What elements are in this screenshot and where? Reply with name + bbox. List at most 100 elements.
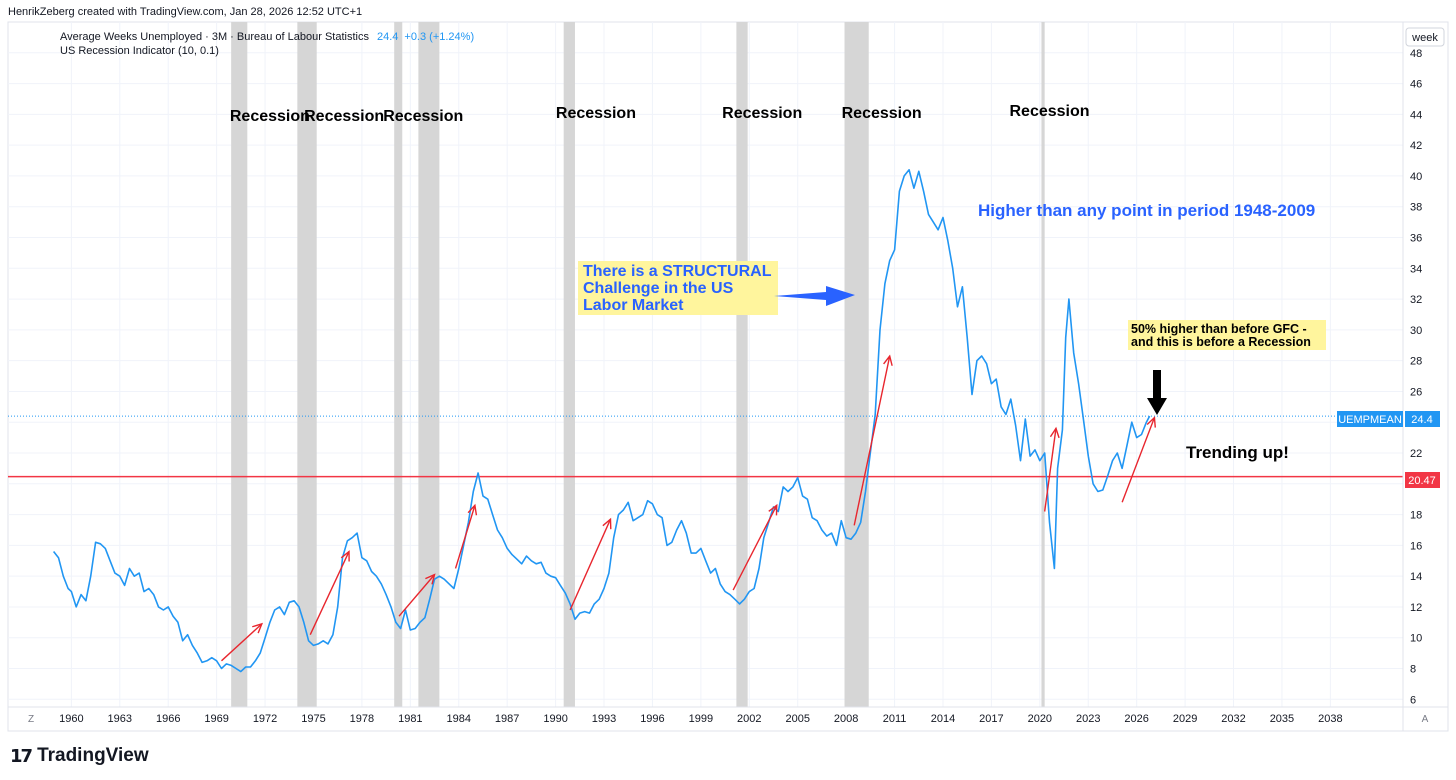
red-level-label: 20.47: [1408, 475, 1436, 487]
y-tick-label: 6: [1410, 694, 1416, 706]
x-tick-label: 1987: [495, 713, 519, 725]
trend-arrow: [309, 551, 350, 635]
series-layer: [52, 169, 1151, 673]
last-value-tag: [1405, 411, 1440, 427]
x-axis[interactable]: 1960 1963 1966 1969 1972 1975 1978 1981 1984 1987…: [59, 713, 1342, 725]
recession-label: Recession: [722, 105, 802, 122]
y-tick-label: 40: [1410, 171, 1422, 183]
x-tick-label: 2035: [1270, 713, 1294, 725]
trend-arrowhead: [883, 354, 893, 366]
level-lines: [8, 415, 1403, 478]
gfc-line-1: 50% higher than before GFC -: [1131, 322, 1307, 336]
legend-indicator[interactable]: US Recession Indicator (10, 0.1): [60, 45, 219, 57]
higher-annotation: Higher than any point in period 1948-200…: [978, 201, 1315, 220]
structural-line-2: Challenge in the US: [583, 280, 734, 297]
x-tick-label: 2017: [979, 713, 1003, 725]
recession-label: Recession: [304, 108, 384, 125]
last-value-label: 24.4: [1411, 414, 1432, 426]
y-tick-label: 44: [1410, 109, 1422, 121]
x-tick-label: 2014: [931, 713, 955, 725]
series-name-tag: [1337, 411, 1403, 427]
x-tick-label: 1981: [398, 713, 422, 725]
trend-arrows: [221, 354, 1156, 662]
structural-highlight: [578, 261, 778, 315]
trend-arrowhead: [252, 622, 264, 634]
red-level-tag[interactable]: 20.47: [1405, 472, 1440, 488]
y-tick-label: 28: [1410, 356, 1422, 368]
red-level-tag-bg: [1405, 472, 1440, 488]
y-tick-label: 22: [1410, 448, 1422, 460]
y-tick-label: 14: [1410, 571, 1422, 583]
x-tick-label: 2005: [785, 713, 809, 725]
last-price-tag[interactable]: UEMPMEAN 24.4: [1337, 411, 1440, 427]
recession-band: [231, 22, 248, 707]
recession-band: [297, 22, 317, 707]
unit-label: week: [1411, 32, 1438, 44]
trend-arrowhead: [1049, 426, 1060, 439]
gfc-annotation: 50% higher than before GFC - and this is…: [1128, 320, 1326, 350]
y-tick-label: 48: [1410, 48, 1422, 60]
y-axis[interactable]: 6810121416182022242628303234363840424446…: [1410, 48, 1422, 707]
trend-arrowhead: [602, 517, 612, 530]
x-tick-label: 2026: [1124, 713, 1148, 725]
legend-series[interactable]: Average Weeks Unemployed · 3M · Bureau o…: [60, 31, 474, 43]
recession-band: [418, 22, 440, 707]
x-tick-label: 1990: [543, 713, 567, 725]
x-tick-label: 1993: [592, 713, 616, 725]
legend-title: Average Weeks Unemployed · 3M · Bureau o…: [60, 31, 369, 43]
trend-arrow: [398, 574, 436, 617]
axis-corner-right[interactable]: A: [1422, 714, 1429, 725]
x-tick-label: 1963: [108, 713, 132, 725]
trend-arrow: [221, 623, 263, 662]
recession-band: [844, 22, 869, 707]
trending-annotation: Trending up!: [1186, 443, 1289, 462]
axis-corner-left[interactable]: Z: [28, 714, 34, 725]
trend-arrow: [454, 505, 476, 569]
x-tick-label: 1972: [253, 713, 277, 725]
structural-line-3: Labor Market: [583, 297, 684, 314]
brand-name: TradingView: [37, 745, 149, 766]
gfc-highlight: [1128, 320, 1326, 350]
y-tick-label: 8: [1410, 664, 1416, 676]
footer-brand[interactable]: 𝟭𝟳 TradingView: [10, 744, 149, 768]
x-tick-label: 1999: [689, 713, 713, 725]
recession-label: Recession: [1009, 103, 1089, 120]
x-tick-label: 2032: [1221, 713, 1245, 725]
recession-label: Recession: [383, 108, 463, 125]
recession-band: [1041, 22, 1045, 707]
y-tick-label: 30: [1410, 325, 1422, 337]
x-tick-label: 1966: [156, 713, 180, 725]
unit-box[interactable]: [1405, 27, 1445, 47]
series-name-label: UEMPMEAN: [1338, 414, 1402, 426]
trend-arrowhead: [425, 573, 436, 585]
trend-arrowhead: [768, 503, 778, 516]
structural-arrow: [774, 286, 855, 306]
trend-arrowhead: [1146, 416, 1156, 428]
y-tick-label: 16: [1410, 540, 1422, 552]
trend-arrow: [1043, 428, 1057, 512]
recession-label: Recession: [842, 105, 922, 122]
x-tick-label: 2011: [883, 713, 907, 725]
trend-arrow: [569, 518, 612, 611]
x-tick-label: 2038: [1318, 713, 1342, 725]
recession-label: Recession: [230, 108, 310, 125]
y-tick-label: 18: [1410, 510, 1422, 522]
x-tick-label: 1960: [59, 713, 83, 725]
structural-line-1: There is a STRUCTURAL: [583, 263, 772, 280]
x-tick-label: 2029: [1173, 713, 1197, 725]
down-arrow: [1147, 370, 1167, 415]
y-tick-label: 26: [1410, 386, 1422, 398]
y-tick-label: 34: [1410, 263, 1422, 275]
gridlines: [8, 22, 1403, 707]
chart-frame: [7, 21, 1449, 732]
recession-label: Recession: [556, 105, 636, 122]
y-tick-label: 42: [1410, 140, 1422, 152]
legend-change: +0.3 (+1.24%): [404, 31, 474, 43]
recession-band: [563, 22, 575, 707]
x-tick-label: 1975: [301, 713, 325, 725]
x-tick-label: 2020: [1028, 713, 1052, 725]
recession-band: [736, 22, 748, 707]
y-tick-label: 46: [1410, 79, 1422, 91]
trend-arrowhead: [467, 503, 478, 516]
